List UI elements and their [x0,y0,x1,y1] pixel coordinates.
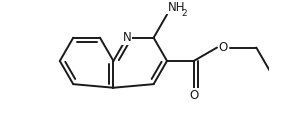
Text: O: O [219,41,228,54]
Text: N: N [122,31,131,44]
Text: NH: NH [168,1,185,14]
Text: 2: 2 [182,9,187,18]
Text: O: O [189,89,199,102]
